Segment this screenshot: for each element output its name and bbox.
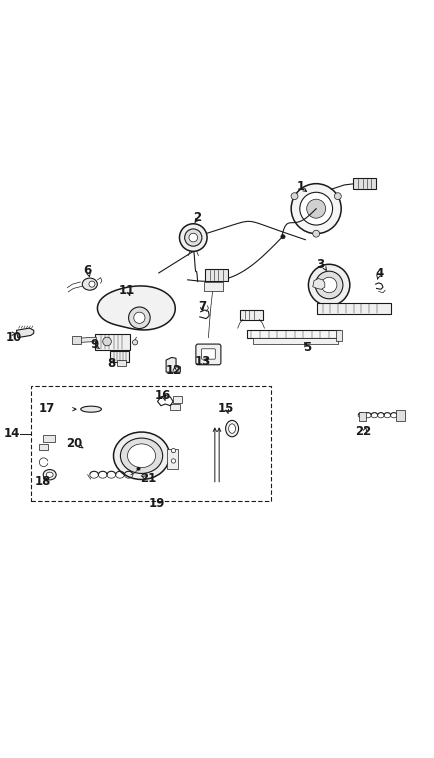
FancyBboxPatch shape	[196, 344, 221, 365]
Polygon shape	[73, 337, 96, 343]
Text: 22: 22	[355, 425, 372, 438]
Circle shape	[89, 281, 95, 287]
FancyBboxPatch shape	[359, 412, 366, 421]
Ellipse shape	[43, 469, 56, 480]
Ellipse shape	[226, 421, 239, 437]
Circle shape	[300, 193, 332, 225]
Bar	[31, 387, 271, 500]
Circle shape	[189, 233, 197, 242]
Circle shape	[334, 193, 341, 199]
FancyBboxPatch shape	[39, 444, 48, 450]
Circle shape	[291, 193, 298, 199]
FancyBboxPatch shape	[253, 339, 338, 344]
FancyBboxPatch shape	[170, 405, 181, 409]
Text: 16: 16	[155, 389, 171, 402]
Text: 1: 1	[297, 180, 305, 193]
FancyBboxPatch shape	[353, 178, 376, 189]
Ellipse shape	[114, 432, 170, 480]
FancyBboxPatch shape	[205, 270, 228, 280]
Text: 5: 5	[302, 341, 311, 354]
Text: 10: 10	[5, 330, 22, 343]
FancyBboxPatch shape	[168, 449, 178, 468]
FancyBboxPatch shape	[201, 349, 215, 359]
Polygon shape	[97, 286, 175, 330]
Text: 21: 21	[140, 471, 156, 484]
FancyBboxPatch shape	[72, 337, 81, 344]
Ellipse shape	[82, 278, 97, 290]
Text: 15: 15	[217, 402, 234, 415]
Circle shape	[307, 199, 326, 218]
Text: 2: 2	[194, 211, 202, 224]
Circle shape	[313, 230, 319, 237]
FancyBboxPatch shape	[117, 361, 126, 365]
Text: 19: 19	[148, 496, 165, 509]
Circle shape	[171, 449, 176, 453]
FancyBboxPatch shape	[204, 282, 224, 290]
Text: 13: 13	[195, 356, 211, 368]
Text: 3: 3	[316, 258, 325, 271]
Ellipse shape	[81, 406, 102, 412]
Polygon shape	[313, 278, 325, 290]
FancyBboxPatch shape	[95, 334, 130, 350]
FancyBboxPatch shape	[111, 351, 129, 362]
Text: 6: 6	[83, 264, 92, 277]
Ellipse shape	[46, 472, 53, 478]
Text: 9: 9	[90, 338, 98, 351]
Text: 7: 7	[198, 300, 206, 313]
Polygon shape	[16, 328, 34, 337]
Circle shape	[171, 459, 176, 463]
Circle shape	[316, 271, 343, 299]
Circle shape	[184, 229, 202, 246]
Circle shape	[132, 340, 138, 345]
Text: 14: 14	[4, 428, 20, 440]
Text: 12: 12	[166, 364, 182, 377]
Circle shape	[180, 224, 207, 252]
FancyBboxPatch shape	[317, 303, 391, 315]
FancyBboxPatch shape	[396, 411, 404, 421]
Ellipse shape	[229, 424, 236, 434]
Text: 8: 8	[107, 357, 115, 370]
FancyBboxPatch shape	[247, 330, 340, 338]
Text: 4: 4	[375, 267, 383, 280]
FancyBboxPatch shape	[240, 309, 263, 320]
Circle shape	[103, 337, 112, 346]
Circle shape	[128, 307, 150, 328]
Circle shape	[291, 183, 341, 233]
FancyBboxPatch shape	[43, 435, 55, 442]
Circle shape	[281, 234, 285, 239]
Circle shape	[137, 467, 140, 471]
Text: 17: 17	[39, 402, 55, 415]
Text: 18: 18	[35, 475, 51, 488]
FancyBboxPatch shape	[335, 330, 342, 340]
Ellipse shape	[120, 438, 163, 474]
Circle shape	[134, 312, 145, 324]
Ellipse shape	[128, 444, 155, 468]
Text: 20: 20	[66, 437, 83, 450]
Circle shape	[321, 277, 337, 293]
Text: 11: 11	[118, 283, 135, 296]
Polygon shape	[166, 358, 181, 372]
FancyBboxPatch shape	[173, 396, 182, 403]
Circle shape	[309, 265, 350, 305]
